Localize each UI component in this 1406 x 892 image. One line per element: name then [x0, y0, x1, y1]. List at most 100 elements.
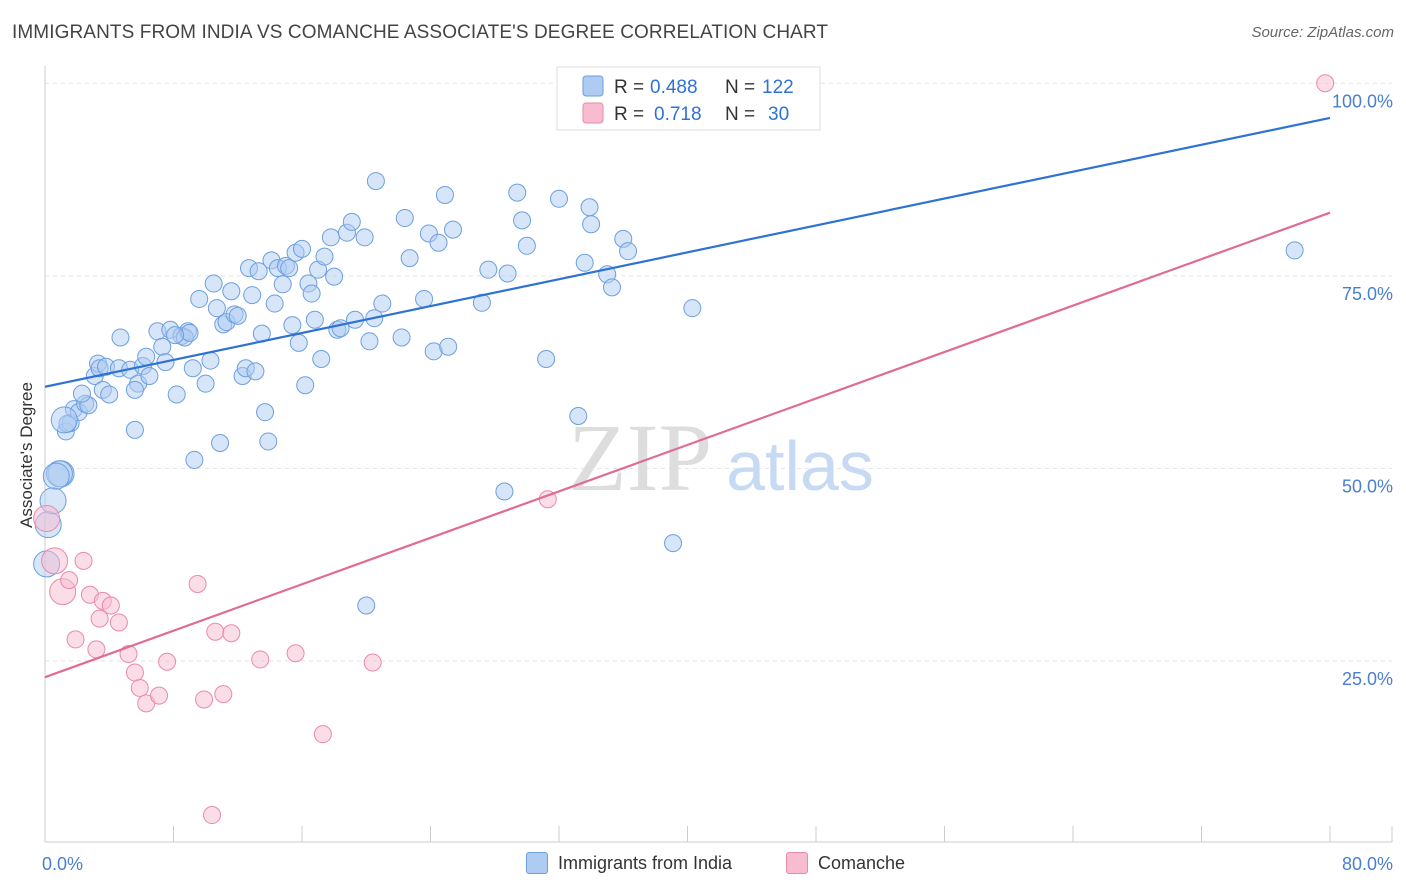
comanche-point: [119, 645, 138, 664]
india-point: [357, 596, 376, 615]
comanche-point: [90, 609, 109, 628]
india-point: [360, 332, 379, 351]
india-point: [603, 278, 622, 297]
legend-r-value: 0.718: [654, 104, 702, 125]
chart-title: IMMIGRANTS FROM INDIA VS COMANCHE ASSOCI…: [12, 22, 829, 43]
y-tick-label: 25.0%: [1342, 669, 1393, 689]
india-point: [204, 274, 223, 293]
india-point: [550, 189, 568, 208]
legend-swatch-comanche: [582, 102, 604, 124]
legend-swatch-india: [582, 75, 604, 97]
legend-r-value: 0.488: [650, 77, 698, 98]
india-point: [246, 362, 265, 381]
india-point: [619, 242, 638, 261]
bottom-legend-label: Immigrants from India: [558, 852, 733, 873]
india-point: [265, 294, 284, 313]
india-point: [183, 359, 202, 378]
india-point: [42, 462, 70, 490]
india-point: [125, 420, 144, 439]
watermark: ZIP atlas: [568, 404, 874, 511]
india-point: [111, 328, 130, 347]
comanche-point: [251, 650, 270, 669]
india-point: [167, 385, 186, 404]
india-point: [575, 253, 594, 272]
india-point: [517, 236, 536, 255]
series-india-points: [33, 172, 1304, 615]
legend-r-label: R =: [614, 77, 644, 98]
bottom-legend-label: Comanche: [818, 852, 906, 873]
india-point: [305, 310, 324, 329]
comanche-point: [188, 574, 207, 593]
comanche-point: [66, 630, 85, 649]
india-point: [355, 228, 374, 247]
comanche-point: [33, 504, 61, 532]
india-point: [443, 220, 462, 239]
india-point: [196, 374, 215, 393]
legend-swatch-india: [526, 852, 548, 874]
india-point: [190, 289, 209, 308]
india-point: [325, 267, 344, 286]
india-point: [315, 247, 334, 266]
watermark-zip: ZIP: [568, 404, 712, 511]
axes: [44, 66, 1393, 843]
legend-r-label: R =: [614, 104, 644, 125]
india-point: [296, 376, 315, 395]
comanche-point: [150, 686, 169, 705]
india-point: [498, 264, 517, 283]
india-point: [211, 433, 230, 452]
india-point: [321, 228, 340, 247]
india-point: [100, 385, 119, 404]
comanche-point: [313, 725, 332, 744]
india-point: [435, 185, 454, 204]
legend-n-label: N =: [725, 77, 755, 98]
comanche-point: [158, 652, 177, 671]
legend-n-value: 122: [762, 77, 794, 98]
y-tick-label: 75.0%: [1342, 284, 1393, 304]
india-point: [582, 215, 601, 234]
y-tick-label: 100.0%: [1332, 91, 1393, 111]
india-point: [249, 262, 268, 281]
india-point: [243, 286, 262, 305]
india-point: [137, 347, 156, 366]
india-point: [495, 482, 514, 501]
legend-swatch-comanche: [786, 852, 808, 874]
india-point: [259, 432, 278, 451]
india-point: [1285, 241, 1304, 260]
india-point: [201, 351, 220, 370]
comanche-point: [203, 806, 222, 825]
india-point: [283, 316, 302, 335]
india-point: [140, 366, 159, 385]
comanche-point: [125, 663, 144, 682]
bottom-legend-item-india: Immigrants from India: [526, 852, 732, 874]
india-point: [273, 275, 292, 294]
tick-labels: 100.0% 75.0% 50.0% 25.0% 0.0% 80.0%: [42, 91, 1393, 874]
india-point: [373, 294, 392, 313]
trend-lines: [44, 116, 1331, 679]
india-point: [289, 333, 308, 352]
comanche-point: [60, 571, 79, 590]
india-point: [222, 282, 241, 301]
india-point: [439, 337, 458, 356]
india-point: [392, 328, 411, 347]
comanche-point: [130, 678, 149, 697]
india-point: [207, 299, 226, 318]
india-point: [280, 259, 299, 278]
comanche-point: [195, 690, 214, 709]
y-tick-label: 50.0%: [1342, 476, 1393, 496]
india-point: [228, 306, 247, 325]
india-point: [312, 350, 331, 369]
comanche-point: [1316, 74, 1335, 93]
india-point: [683, 299, 702, 318]
india-point: [569, 407, 588, 426]
comanche-point: [109, 613, 128, 632]
india-point: [395, 209, 414, 228]
india-point: [166, 326, 185, 345]
comanche-point: [214, 685, 233, 704]
comanche-point: [363, 653, 382, 672]
india-point: [50, 406, 78, 434]
india-point: [366, 172, 385, 191]
india-point: [429, 233, 448, 252]
india-point: [513, 211, 532, 230]
legend-n-value: 30: [768, 104, 789, 125]
india-point: [400, 249, 419, 268]
